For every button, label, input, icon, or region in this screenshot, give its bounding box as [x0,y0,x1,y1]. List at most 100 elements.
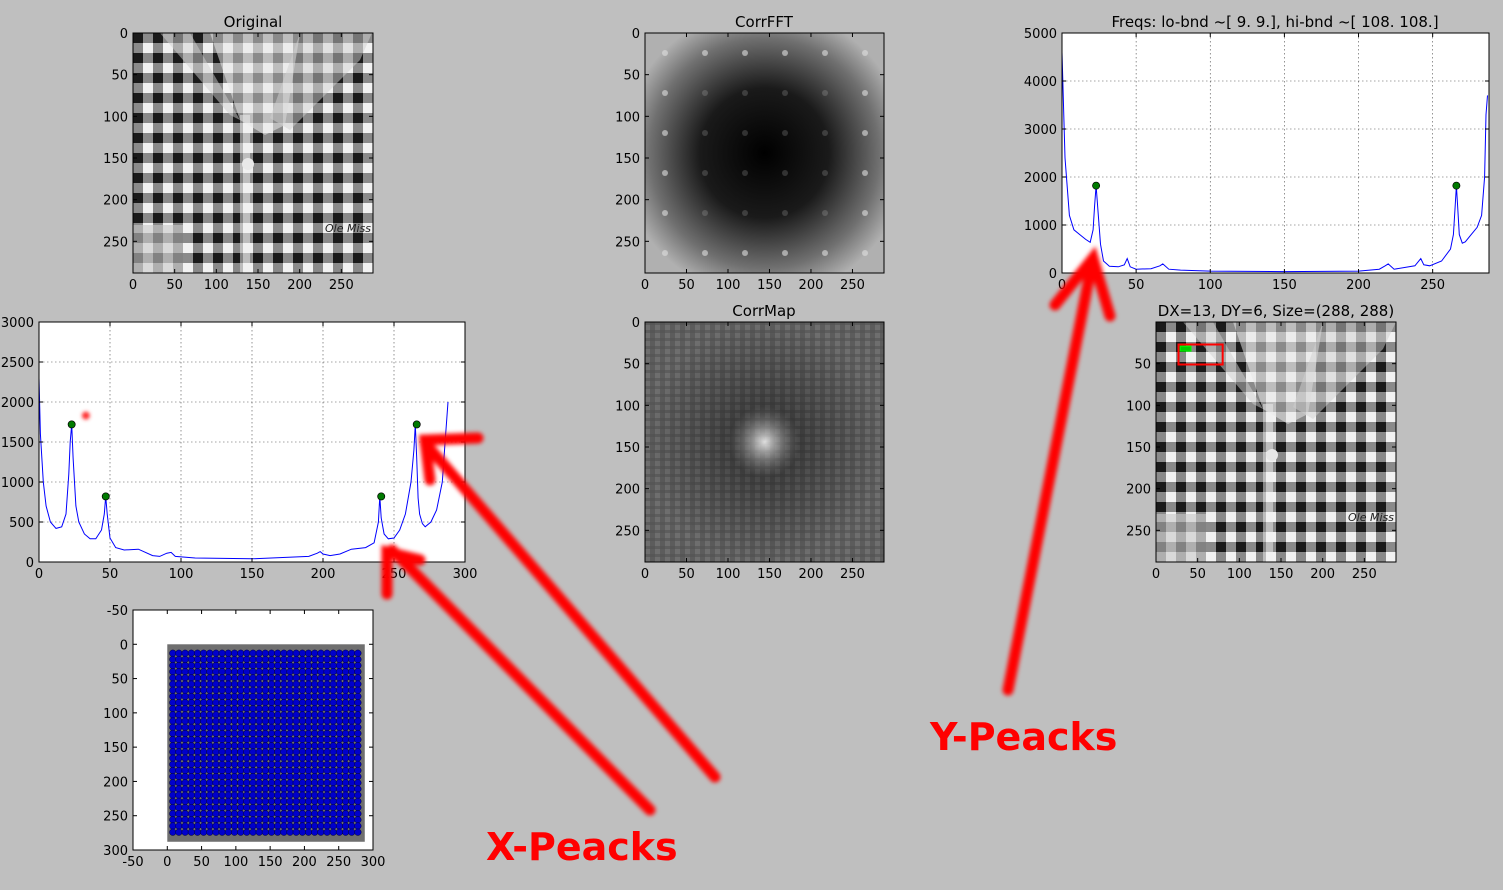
scatter-point [218,791,226,799]
scatter-point [200,748,208,756]
scatter-point [335,779,343,787]
scatter-point [292,668,300,676]
scatter-point [274,736,282,744]
scatter-point [298,723,306,731]
scatter-point [243,791,251,799]
scatter-point [212,692,220,700]
scatter-point [218,760,226,768]
scatter-point [267,717,276,725]
scatter-point [280,699,288,707]
scatter-point [206,705,214,713]
scatter-point [175,674,183,682]
scatter-point [243,810,251,818]
scatter-point [261,822,269,830]
scatter-point [237,699,245,707]
x-tick-label: 250 [840,567,865,582]
scatter-point [342,686,350,694]
scatter-point [243,742,251,750]
scatter-point [317,668,325,676]
scatter-point [342,810,350,818]
scatter-point [323,742,331,750]
scatter-point [181,668,189,676]
fft-peak-dot [862,170,868,176]
scatter-point [311,705,319,713]
xprofile-panel: 0 50 100 150 200 250 3000500100015002000250030… [1,316,478,582]
scatter-point [230,717,239,725]
scatter-point [274,760,282,768]
scatter-point [329,766,337,775]
scatter-point [304,655,313,663]
fft-peak-dot [862,90,868,96]
scatter-point [317,717,325,725]
scatter-point [329,668,337,676]
scatter-point [243,828,251,836]
grid-points-axes: -50 0 50 100 150 200 250 300-500501001502002503… [103,604,385,870]
scatter-point [169,699,177,707]
scatter-point [292,760,300,768]
scatter-point [342,791,350,799]
scatter-point [286,773,294,781]
scatter-point [292,754,300,762]
scatter-point [267,674,276,682]
scatter-point [218,828,226,836]
scatter-point [181,816,189,824]
scatter-point [267,742,276,750]
scatter-point [323,785,331,793]
scatter-point [267,736,276,744]
scatter-point [169,785,177,793]
scatter-point [181,680,189,688]
scatter-point [335,810,343,818]
scatter-point [323,717,331,725]
fft-peak-dot [702,250,708,256]
scatter-point [237,797,245,805]
scatter-point [354,705,362,713]
scatter-point [212,797,220,805]
scatter-point [193,816,202,824]
scatter-point [348,711,356,719]
scatter-point [311,748,319,756]
scatter-point [212,779,220,787]
scatter-point [255,655,263,663]
scatter-point [237,674,245,682]
scatter-point [230,797,239,805]
scatter-point [230,816,239,824]
scatter-point [335,773,343,781]
scatter-point [261,729,269,737]
scatter-point [304,699,313,707]
scatter-point [348,822,356,830]
scatter-point [206,810,214,818]
scatter-point [175,742,183,750]
scatter-point [169,680,177,688]
scatter-point [230,674,239,682]
scatter-point [249,711,257,719]
scatter-point [311,723,319,731]
scatter-point [311,736,319,744]
scatter-point [304,742,313,750]
y-tick-label: 2500 [1,356,34,371]
scatter-point [348,773,356,781]
scatter-point [286,822,294,830]
scatter-point [348,723,356,731]
scatter-point [230,748,239,756]
scatter-point [237,779,245,787]
scatter-point [348,736,356,744]
scatter-point [243,661,251,670]
freqs-series-line [1062,52,1488,273]
scatter-point [187,674,195,682]
scatter-point [267,748,276,756]
scatter-point [261,797,269,805]
scatter-point [187,748,195,756]
scatter-point [169,742,177,750]
scatter-point [175,822,183,830]
scatter-point [249,649,257,657]
fft-peak-dot [662,250,668,256]
scatter-point [212,686,220,694]
scatter-point [169,729,177,737]
scatter-point [335,723,343,731]
scatter-point [224,717,232,725]
scatter-point [200,661,208,670]
fft-peak-dot [782,250,788,256]
scatter-point [317,828,325,836]
fft-peak-dot [742,250,748,256]
scatter-point [169,692,177,700]
